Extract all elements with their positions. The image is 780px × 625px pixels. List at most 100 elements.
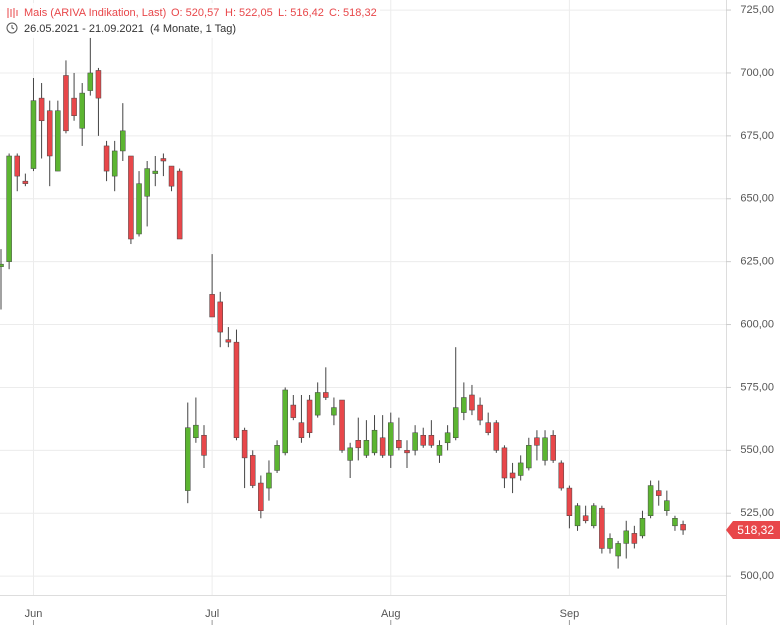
candle-body: [314, 392, 321, 416]
grid: [0, 0, 726, 595]
candle-body: [290, 404, 297, 418]
candle-body: [534, 437, 540, 446]
candle-body: [136, 183, 142, 235]
candle-body: [566, 487, 573, 517]
candle-body: [298, 422, 305, 439]
candle-body: [152, 170, 159, 174]
candle-body: [225, 339, 232, 343]
candle-body: [404, 450, 410, 454]
y-tick-label: 600,00: [740, 318, 774, 330]
y-tick-label: 625,00: [740, 256, 774, 268]
candle-body: [420, 434, 426, 446]
candle-body: [258, 482, 264, 511]
header: Mais (ARIVA Indikation, Last) O: 520,57 …: [0, 3, 380, 38]
candle-body: [363, 440, 370, 456]
candle-body: [517, 462, 524, 476]
candle-body: [79, 92, 85, 129]
candle-body: [274, 445, 280, 471]
candle-body: [591, 505, 597, 527]
candle-body: [469, 394, 475, 411]
candle-body: [501, 447, 508, 479]
candle-body: [574, 505, 581, 527]
candle-body: [176, 170, 183, 240]
candle-body: [550, 434, 556, 461]
candle-body: [111, 150, 118, 177]
x-tick-label: Sep: [560, 608, 580, 620]
low: L: 516,42: [278, 7, 324, 19]
candle-body: [436, 445, 443, 456]
x-tick-label: Aug: [381, 608, 401, 620]
candle-body: [347, 447, 353, 461]
candle-body: [241, 429, 248, 459]
candle-body: [217, 301, 223, 333]
candle-body: [46, 110, 53, 157]
candle-body: [249, 455, 256, 486]
candle-body: [22, 180, 29, 184]
candle-body: [160, 158, 167, 162]
candle-body: [71, 97, 77, 116]
y-tick-label: 575,00: [740, 381, 774, 393]
candle-body: [379, 437, 386, 456]
candle-body: [599, 507, 605, 549]
candle-body: [95, 70, 102, 99]
candle-body: [144, 168, 150, 197]
candle-body: [168, 165, 175, 187]
y-tick-label: 550,00: [740, 444, 774, 456]
candle-body: [323, 392, 329, 398]
clock-icon: [6, 22, 18, 34]
candle-body: [193, 424, 199, 439]
candle-body: [282, 389, 288, 454]
duration: (4 Monate, 1 Tag): [150, 23, 236, 35]
candle-body: [452, 407, 459, 439]
date-range: 26.05.2021 - 21.09.2021: [24, 23, 144, 35]
candle-body: [55, 110, 61, 172]
candle-body: [339, 399, 345, 451]
candle-body: [396, 440, 402, 449]
candle-body: [542, 437, 548, 461]
candle-body: [428, 434, 435, 446]
candle-body: [607, 538, 613, 549]
y-tick-label: 675,00: [740, 130, 774, 142]
candle-body: [493, 422, 500, 451]
candle-body: [477, 404, 483, 421]
last-price-label: 518,32: [737, 523, 774, 537]
candle-body: [120, 130, 126, 152]
candle-body: [639, 518, 646, 537]
candle-icon: [7, 8, 18, 18]
candle-body: [680, 524, 686, 531]
candle-body: [306, 399, 313, 433]
candle-body: [14, 155, 20, 177]
candle-body: [87, 72, 94, 91]
candle-body: [485, 422, 491, 433]
y-tick-label: 700,00: [740, 67, 774, 79]
candle-body: [526, 445, 532, 469]
high: H: 522,05: [225, 7, 273, 19]
candle-body: [201, 434, 207, 456]
candle-body: [672, 518, 678, 527]
candle-body: [664, 500, 670, 511]
candle-body: [0, 263, 4, 267]
y-tick-label: 725,00: [740, 4, 774, 16]
candle-body: [371, 429, 378, 454]
candle-body: [461, 397, 467, 413]
candle-body: [388, 422, 394, 456]
candle-body: [103, 145, 110, 172]
candle-body: [128, 155, 134, 240]
candle-body: [38, 97, 45, 122]
symbol: Mais (ARIVA Indikation, Last): [24, 7, 166, 19]
candle-body: [558, 462, 565, 489]
x-tick-label: Jun: [25, 608, 43, 620]
candle-body: [655, 490, 662, 496]
candle-body: [266, 472, 272, 489]
candle-body: [647, 485, 654, 517]
x-tick-label: Jul: [205, 608, 219, 620]
candle-body: [412, 432, 418, 451]
candle-body: [582, 515, 589, 522]
y-tick-label: 650,00: [740, 193, 774, 205]
candle-body: [233, 341, 240, 439]
candle-body: [331, 407, 337, 416]
last-price-tag: [726, 521, 780, 540]
open: O: 520,57: [171, 7, 219, 19]
candle-body: [6, 155, 12, 262]
y-tick-label: 500,00: [740, 570, 774, 582]
